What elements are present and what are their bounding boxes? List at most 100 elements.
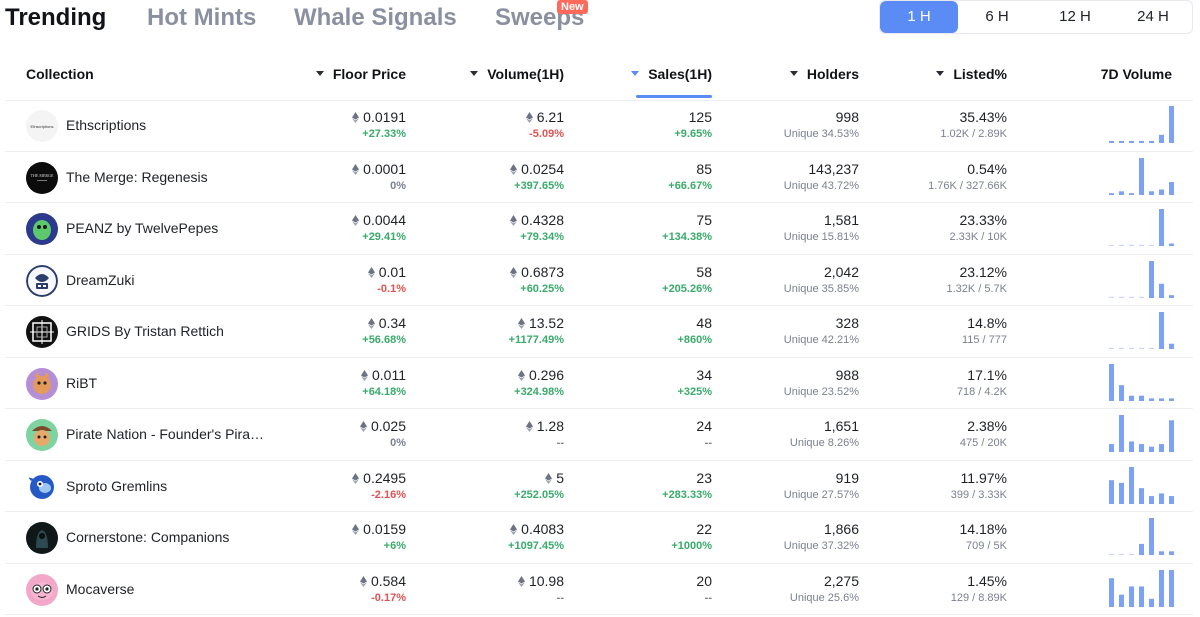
- header-listed[interactable]: Listed%: [936, 66, 1007, 82]
- volume-bar: [1119, 384, 1124, 401]
- volume-bar: [1109, 577, 1114, 607]
- collection-name[interactable]: Cornerstone: Companions: [66, 529, 230, 545]
- floor-price-value: 0.34: [378, 315, 406, 331]
- eth-icon: [367, 264, 379, 280]
- volume-bar: [1109, 363, 1114, 401]
- table-row[interactable]: DreamZuki 0.01 -0.1% 0.6873 +60.25% 58 +205.26…: [5, 255, 1193, 306]
- unique-holders: Unique 8.26%: [789, 437, 859, 449]
- volume-change: -5.09%: [529, 128, 564, 140]
- floor-price-value: 0.584: [370, 572, 406, 589]
- volume-bar: [1119, 347, 1124, 349]
- volume-bar: [1109, 444, 1114, 452]
- volume-bar: [1129, 441, 1134, 452]
- timeframe-6h[interactable]: 6 H: [985, 8, 1009, 25]
- eth-icon: [352, 109, 363, 125]
- floor-price: 0.0191: [352, 109, 406, 125]
- listed-percent: 35.43%: [959, 109, 1007, 125]
- volume-bar: [1129, 140, 1134, 143]
- volume-bar: [1169, 243, 1174, 246]
- volume: 10.98: [517, 573, 564, 589]
- volume-bar: [1169, 569, 1174, 607]
- floor-price: 0.01: [367, 264, 406, 280]
- volume-bar: [1139, 296, 1144, 298]
- table-row[interactable]: Cornerstone: Companions 0.0159 +6% 0.4083 +1…: [5, 512, 1193, 564]
- table-row[interactable]: Ethscriptions Ethscriptions 0.0191 +27.33% 6…: [5, 100, 1193, 152]
- volume: 0.296: [517, 367, 564, 383]
- collection-avatar: [26, 367, 58, 400]
- collection-name[interactable]: Ethscriptions: [66, 117, 147, 133]
- volume-change: +324.98%: [514, 385, 564, 398]
- volume-bar: [1159, 188, 1164, 195]
- unique-holders: Unique 23.52%: [783, 385, 859, 398]
- volume: 13.52: [517, 315, 564, 331]
- table-row[interactable]: Pirate Nation - Founder's Pira… 0.025 0% 1.…: [5, 409, 1193, 461]
- floor-price-value: 0.2495: [363, 469, 406, 486]
- header-floor-price-label: Floor Price: [332, 66, 406, 82]
- volume-bar: [1149, 260, 1154, 298]
- table-row[interactable]: Sproto Gremlins 0.2495 -2.16% 5 +252.05% 23 +2…: [5, 461, 1193, 512]
- unique-holders: Unique 37.32%: [783, 540, 859, 552]
- svg-text:THE MERGE: THE MERGE: [31, 173, 54, 178]
- volume-bar: [1169, 420, 1174, 452]
- eth-icon: [352, 161, 363, 177]
- volume-bar: [1129, 553, 1134, 555]
- tab-trending[interactable]: Trending: [5, 4, 107, 31]
- volume-bar: [1159, 312, 1164, 349]
- table-row[interactable]: THE MERGE The Merge: Regenesis 0.0001 0% 0.0…: [5, 152, 1193, 203]
- listed-percent: 17.1%: [967, 366, 1007, 383]
- header-holders[interactable]: Holders: [789, 66, 859, 82]
- collection-avatar: [26, 470, 58, 503]
- volume-value: 6.21: [536, 109, 564, 125]
- tab-whale-signals[interactable]: Whale Signals: [294, 4, 457, 31]
- seven-day-volume-chart: [1109, 518, 1174, 555]
- eth-icon: [359, 418, 371, 434]
- listed-percent: 23.12%: [959, 263, 1007, 280]
- header-sales[interactable]: Sales(1H): [631, 66, 712, 82]
- timeframe-12h[interactable]: 12 H: [1059, 8, 1091, 25]
- volume-change: +252.05%: [514, 488, 564, 501]
- floor-price: 0.011: [361, 367, 406, 383]
- listed-percent: 23.33%: [959, 212, 1007, 228]
- volume-bar: [1139, 395, 1144, 401]
- collection-name[interactable]: RiBT: [66, 374, 98, 391]
- sort-arrow-icon: [631, 70, 640, 76]
- header-volume[interactable]: Volume(1H): [470, 66, 564, 82]
- header-sales-label: Sales(1H): [648, 66, 712, 82]
- eth-icon: [510, 521, 521, 537]
- collection-name[interactable]: Mocaverse: [66, 580, 135, 597]
- volume-value: 13.52: [528, 315, 564, 331]
- collection-name[interactable]: GRIDS By Tristan Rettich: [66, 323, 224, 339]
- volume: 5: [545, 470, 564, 486]
- table-row[interactable]: GRIDS By Tristan Rettich 0.34 +56.68% 13.52…: [5, 306, 1193, 358]
- collection-name[interactable]: The Merge: Regenesis: [66, 168, 208, 185]
- holders-count: 1,581: [823, 212, 859, 228]
- collection-name[interactable]: DreamZuki: [66, 271, 135, 288]
- collection-name[interactable]: Pirate Nation - Founder's Pira…: [66, 426, 264, 442]
- collection-name[interactable]: PEANZ by TwelvePepes: [66, 220, 219, 236]
- volume-bar: [1159, 209, 1164, 246]
- timeframe-24h[interactable]: 24 H: [1137, 8, 1169, 25]
- floor-price-change: -0.17%: [371, 591, 406, 604]
- listed-ratio: 709 / 5K: [966, 540, 1007, 552]
- floor-price: 0.025: [359, 418, 406, 434]
- volume-bar: [1159, 134, 1164, 143]
- volume-bar: [1149, 446, 1154, 452]
- volume-bar: [1139, 444, 1144, 452]
- seven-day-volume-chart: [1109, 106, 1174, 143]
- sales-count: 23: [696, 469, 712, 486]
- volume-bar: [1109, 553, 1114, 555]
- volume-bar: [1159, 397, 1164, 401]
- table-row[interactable]: PEANZ by TwelvePepes 0.0044 +29.41% 0.4328 +…: [5, 203, 1193, 255]
- listed-percent: 2.38%: [967, 418, 1007, 434]
- table-row[interactable]: RiBT 0.011 +64.18% 0.296 +324.98% 34 +325% 988 U…: [5, 358, 1193, 409]
- collection-name[interactable]: Sproto Gremlins: [66, 477, 168, 494]
- tab-hot-mints[interactable]: Hot Mints: [147, 4, 257, 31]
- header-floor-price[interactable]: Floor Price: [315, 66, 406, 82]
- volume-bar: [1109, 140, 1114, 143]
- sales-count: 85: [696, 160, 712, 177]
- volume-bar: [1129, 585, 1134, 607]
- table-row[interactable]: Mocaverse 0.584 -0.17% 10.98 -- 20 -- 2,275 Uniq…: [5, 564, 1193, 615]
- sales-change: +1000%: [671, 540, 712, 552]
- timeframe-1h[interactable]: 1 H: [880, 1, 958, 33]
- volume: 6.21: [525, 109, 564, 125]
